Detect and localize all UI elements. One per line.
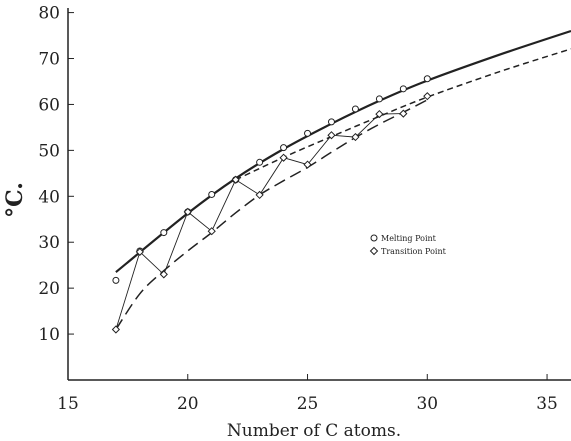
- melting-point-marker: [327, 118, 335, 126]
- axis-ticks: 15 20 25 30 35 10 20 30 40 50 60 70 80: [38, 4, 558, 414]
- transition-point-marker: [111, 325, 121, 334]
- y-tick-label: 30: [38, 233, 60, 253]
- transition-point-marker: [279, 153, 288, 162]
- legend: Melting Point Transition Point: [369, 234, 447, 256]
- transition-point-marker: [135, 247, 144, 256]
- markers: [111, 75, 432, 334]
- legend-marker-melting: [370, 234, 378, 242]
- y-tick-label: 80: [38, 4, 60, 24]
- curve-solid: [115, 29, 571, 273]
- melting-point-marker: [160, 229, 168, 237]
- transition-point-marker: [303, 160, 312, 169]
- x-tick-label: 15: [57, 394, 79, 414]
- transition-point-marker: [207, 227, 216, 236]
- transition-point-marker: [255, 190, 264, 200]
- x-axis-title: Number of C atoms.: [227, 421, 401, 441]
- y-axis-title: °C.: [2, 182, 28, 218]
- curve-dash-long: [115, 99, 428, 330]
- melting-point-marker: [280, 144, 288, 152]
- transition-point-marker: [423, 92, 432, 101]
- melting-point-marker: [112, 276, 120, 284]
- melting-point-marker: [375, 95, 383, 103]
- melting-point-marker: [304, 129, 312, 137]
- melting-point-marker: [208, 190, 216, 198]
- melting-point-marker: [423, 75, 431, 83]
- transition-point-marker: [183, 207, 192, 217]
- zigzag-line: [115, 113, 404, 330]
- transition-point-marker: [231, 175, 240, 184]
- transition-point-marker: [375, 109, 384, 119]
- transition-point-marker: [327, 131, 336, 140]
- plot-frame: [67, 8, 571, 381]
- melting-point-marker: [256, 158, 264, 166]
- curves: [115, 29, 571, 330]
- x-tick-label: 20: [177, 394, 199, 414]
- y-tick-label: 50: [38, 141, 60, 161]
- transition-point-marker: [399, 109, 408, 118]
- legend-label-melting: Melting Point: [381, 234, 437, 243]
- x-tick-label: 30: [416, 394, 438, 414]
- y-tick-label: 70: [38, 50, 60, 70]
- x-tick-label: 35: [536, 394, 558, 414]
- transition-zigzag: [115, 113, 404, 330]
- melting-point-marker: [351, 105, 359, 113]
- transition-point-marker: [351, 132, 360, 142]
- transition-point-marker: [159, 270, 168, 279]
- legend-label-transition: Transition Point: [381, 247, 447, 256]
- y-tick-label: 10: [38, 325, 60, 345]
- legend-marker-transition: [369, 246, 379, 256]
- melting-point-marker: [399, 85, 407, 93]
- y-tick-label: 60: [38, 95, 60, 115]
- y-tick-label: 40: [38, 187, 60, 207]
- y-tick-label: 20: [38, 279, 60, 299]
- x-tick-label: 25: [297, 394, 319, 414]
